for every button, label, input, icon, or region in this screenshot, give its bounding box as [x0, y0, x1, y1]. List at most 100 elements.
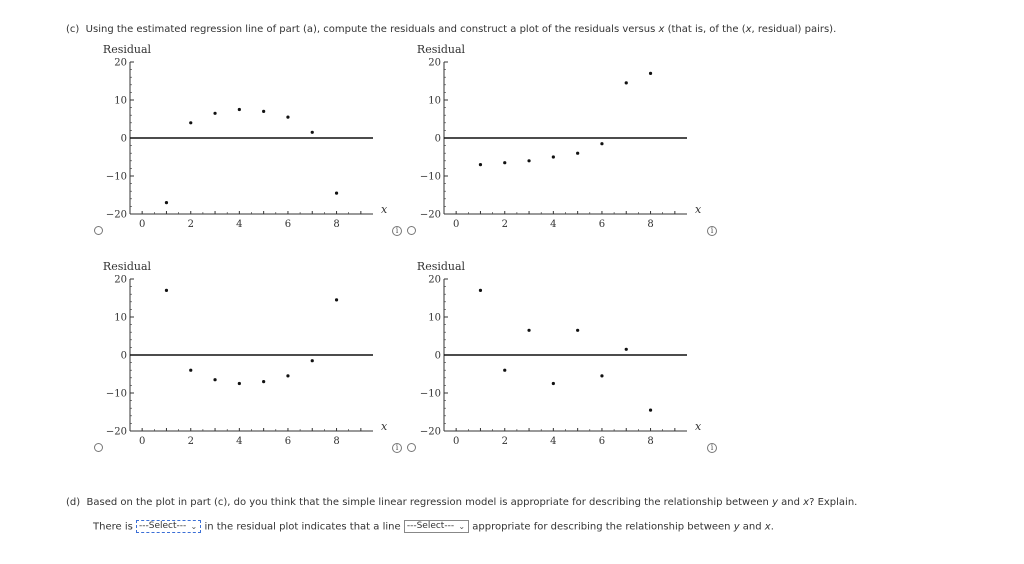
x-axis-label: x	[381, 420, 388, 433]
info-icon-plot-1[interactable]: i	[392, 226, 402, 236]
answer-var-y: y	[733, 521, 740, 533]
info-icon-plot-3[interactable]: i	[392, 443, 402, 453]
y-tick-label: 10	[114, 96, 127, 107]
y-tick-label: 0	[121, 351, 127, 362]
info-icon-plot-4[interactable]: i	[707, 443, 717, 453]
x-tick-label: 0	[453, 219, 459, 230]
y-tick-label: 0	[435, 134, 441, 145]
data-point	[164, 288, 169, 292]
data-point	[189, 121, 193, 125]
data-point	[286, 374, 290, 378]
x-axis-label: x	[695, 420, 702, 433]
y-tick-label: 20	[428, 58, 441, 69]
data-point	[237, 107, 241, 112]
x-tick-label: 2	[502, 219, 508, 230]
data-point	[551, 155, 555, 159]
radio-plot-3[interactable]	[94, 443, 103, 452]
select-appropriate-value: ---Select---	[406, 521, 455, 531]
part-c-question: (c) Using the estimated regression line …	[66, 24, 836, 35]
data-point	[310, 359, 314, 363]
x-tick-label: 0	[453, 436, 459, 447]
part-d-question-end: ? Explain.	[809, 497, 858, 508]
x-tick-label: 8	[333, 219, 339, 230]
chevron-down-icon: ⌄	[190, 522, 198, 531]
x-tick-label: 8	[647, 436, 653, 447]
data-point	[600, 374, 604, 378]
part-d-var-x: x	[803, 497, 810, 508]
residual-plot-4-svg: Residual 20 10 0 −10 −20 0 2 4 6 8 x	[417, 260, 702, 447]
radio-plot-2[interactable]	[407, 226, 416, 235]
data-point	[164, 201, 169, 205]
y-tick-label: −10	[420, 172, 441, 183]
x-tick-label: 2	[188, 219, 194, 230]
data-point	[648, 408, 653, 412]
x-tick-label: 6	[599, 436, 605, 447]
part-c-prefix: (c)	[66, 24, 80, 35]
y-axis-label: Residual	[103, 260, 152, 273]
data-point	[213, 378, 217, 382]
y-tick-label: 20	[114, 58, 127, 69]
y-tick-label: 20	[428, 275, 441, 286]
part-d-answer: There is ---Select--- ⌄ in the residual p…	[93, 520, 774, 533]
data-point	[310, 130, 314, 134]
x-axis-label: x	[695, 203, 702, 216]
residual-plot-4: Residual 20 10 0 −10 −20 0 2 4 6 8 x	[404, 259, 704, 453]
data-point	[237, 381, 241, 386]
data-point	[189, 368, 193, 372]
data-point	[624, 347, 628, 351]
y-tick-label: −20	[106, 427, 127, 438]
select-pattern-value: ---Select---	[139, 521, 187, 531]
select-pattern[interactable]: ---Select--- ⌄	[136, 520, 202, 533]
y-tick-label: −20	[106, 210, 127, 221]
radio-plot-1[interactable]	[94, 226, 103, 235]
data-point	[478, 163, 483, 167]
y-tick-label: −10	[420, 389, 441, 400]
y-tick-label: −20	[420, 210, 441, 221]
y-tick-label: −10	[106, 172, 127, 183]
part-c-text-after: , residual) pairs).	[751, 24, 837, 35]
part-c-text-before: Using the estimated regression line of p…	[85, 24, 659, 35]
y-tick-label: 10	[114, 313, 127, 324]
data-point	[503, 368, 507, 372]
residual-plot-3-svg: Residual 20 10 0 −10 −20 0 2 4 6 8 x	[103, 260, 388, 447]
x-tick-label: 0	[139, 219, 145, 230]
part-c-var-x2: x	[745, 24, 752, 35]
data-point	[527, 328, 531, 332]
y-tick-label: −10	[106, 389, 127, 400]
answer-end-before: appropriate for describing the relations…	[472, 521, 734, 533]
answer-start: There is	[93, 521, 133, 533]
part-d-question-and: and	[777, 497, 804, 508]
data-point	[600, 142, 604, 146]
answer-var-x: x	[764, 521, 771, 533]
y-tick-label: 10	[428, 313, 441, 324]
residual-plot-1-svg: Residual 20 10 0 −10 −20 0 2 4 6 8 x	[103, 43, 388, 230]
x-axis-label: x	[381, 203, 388, 216]
data-point	[334, 298, 339, 302]
x-tick-label: 4	[550, 436, 556, 447]
x-tick-label: 0	[139, 436, 145, 447]
data-point	[286, 115, 290, 119]
y-tick-label: 0	[121, 134, 127, 145]
residual-plot-1: Residual 20 10 0 −10 −20 0 2 4 6 8 x	[90, 42, 390, 236]
y-tick-label: 0	[435, 351, 441, 362]
part-d-question-before: Based on the plot in part (c), do you th…	[86, 497, 773, 508]
answer-and: and	[739, 521, 765, 533]
y-tick-label: 10	[428, 96, 441, 107]
x-tick-label: 6	[285, 436, 291, 447]
chevron-down-icon: ⌄	[458, 522, 466, 531]
data-point	[576, 151, 580, 155]
data-point	[624, 81, 628, 85]
data-point	[334, 191, 339, 195]
data-point	[551, 381, 555, 386]
info-icon-plot-2[interactable]: i	[707, 226, 717, 236]
y-tick-label: −20	[420, 427, 441, 438]
y-axis-label: Residual	[417, 260, 466, 273]
radio-plot-4[interactable]	[407, 443, 416, 452]
select-appropriate[interactable]: ---Select--- ⌄	[403, 520, 470, 533]
residual-plot-3: Residual 20 10 0 −10 −20 0 2 4 6 8 x	[90, 259, 390, 453]
data-point	[576, 328, 580, 332]
x-tick-label: 8	[333, 436, 339, 447]
data-point	[262, 109, 266, 113]
x-tick-label: 8	[647, 219, 653, 230]
x-tick-label: 6	[285, 219, 291, 230]
